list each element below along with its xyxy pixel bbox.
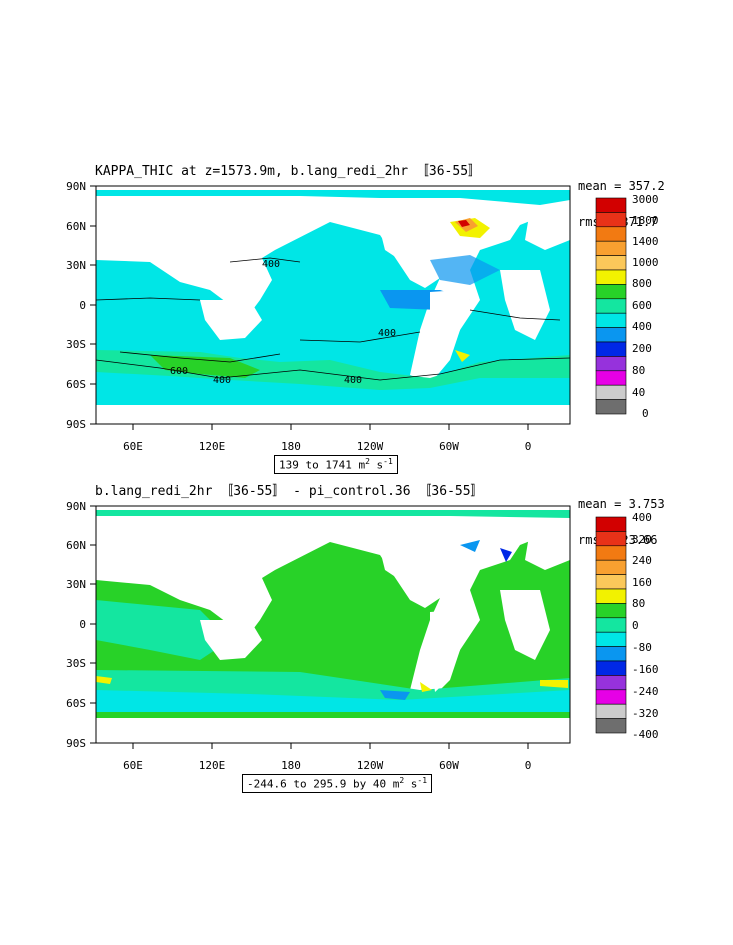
contour-label: 400 bbox=[213, 375, 231, 386]
colorbar-swatch bbox=[595, 559, 627, 575]
colorbar-swatch bbox=[595, 574, 627, 590]
lon-label: 60W bbox=[439, 759, 459, 772]
lat-label: 30S bbox=[66, 657, 86, 670]
colorbar-label: 320 bbox=[632, 533, 652, 546]
colorbar-label: 600 bbox=[632, 299, 652, 312]
lon-label: 120W bbox=[356, 440, 384, 453]
bottom-range-sup2: -1 bbox=[417, 776, 428, 785]
colorbar-label: -160 bbox=[632, 663, 659, 676]
top-continents bbox=[96, 196, 570, 424]
colorbar-swatch bbox=[595, 617, 627, 633]
colorbar-label: -80 bbox=[632, 641, 652, 654]
colorbar-swatch bbox=[595, 675, 627, 691]
colorbar-label: 3000 bbox=[632, 193, 659, 206]
colorbar-label: -240 bbox=[632, 685, 659, 698]
colorbar-label: 0 bbox=[632, 619, 639, 632]
bottom-rms: rms = 23.66 bbox=[578, 533, 658, 547]
bottom-range-label: -244.6 to 295.9 by 40 m2 s-1 bbox=[242, 774, 433, 793]
top-contours bbox=[95, 257, 571, 381]
top-map-title: KAPPA_THIC at z=1573.9m, b.lang_redi_2hr… bbox=[95, 164, 482, 179]
top-colorbar bbox=[595, 197, 627, 415]
colorbar-label: 800 bbox=[632, 277, 652, 290]
colorbar-label: 0 bbox=[642, 407, 649, 420]
lon-label: 60E bbox=[123, 440, 143, 453]
colorbar-label: 160 bbox=[632, 576, 652, 589]
top-range-tail: s bbox=[369, 458, 384, 472]
top-range-sup: 2 bbox=[365, 457, 370, 466]
bottom-ticks bbox=[90, 505, 529, 749]
colorbar-label: 80 bbox=[632, 364, 646, 377]
top-ocean-field bbox=[96, 190, 570, 405]
top-mean: mean = 357.2 bbox=[578, 179, 665, 193]
colorbar-label: -320 bbox=[632, 707, 659, 720]
lat-label: 0 bbox=[79, 299, 86, 312]
colorbar-label: 1800 bbox=[632, 214, 659, 227]
colorbar-label: 40 bbox=[632, 386, 646, 399]
colorbar-swatch bbox=[595, 516, 627, 532]
lat-label: 90S bbox=[66, 737, 86, 750]
top-range-sup2: -1 bbox=[383, 457, 393, 466]
colorbar-label: 80 bbox=[632, 597, 646, 610]
colorbar-swatch bbox=[595, 545, 627, 561]
colorbar-swatch bbox=[595, 588, 627, 604]
top-range-text: 139 to 1741 m bbox=[279, 458, 366, 472]
bottom-map-svg bbox=[90, 505, 571, 749]
bottom-map-stats: mean = 3.753 rms = 23.66 bbox=[578, 474, 665, 570]
colorbar-swatch bbox=[595, 399, 627, 415]
lat-label: 30N bbox=[66, 578, 86, 591]
bottom-mean: mean = 3.753 bbox=[578, 497, 665, 511]
lon-label: 60E bbox=[123, 759, 143, 772]
top-ticks bbox=[90, 185, 529, 430]
colorbar-swatch bbox=[595, 603, 627, 619]
lat-label: 60S bbox=[66, 378, 86, 391]
top-map-svg: 400 400 400 400 600 bbox=[90, 185, 571, 430]
contour-label: 600 bbox=[170, 366, 188, 377]
lat-label: 60N bbox=[66, 220, 86, 233]
lat-label: 30N bbox=[66, 259, 86, 272]
contour-label: 400 bbox=[262, 259, 280, 270]
contour-label: 400 bbox=[378, 328, 396, 339]
lon-label: 120E bbox=[198, 759, 226, 772]
lat-label: 30S bbox=[66, 338, 86, 351]
lat-label: 90S bbox=[66, 418, 86, 431]
lat-label: 0 bbox=[79, 618, 86, 631]
bottom-map-title: b.lang_redi_2hr 〚36-55〛 - pi_control.36 … bbox=[95, 484, 484, 499]
colorbar-label: 400 bbox=[632, 320, 652, 333]
lat-label: 60S bbox=[66, 697, 86, 710]
colorbar-label: 200 bbox=[632, 342, 652, 355]
colorbar-swatch bbox=[595, 718, 627, 734]
lat-label: 60N bbox=[66, 539, 86, 552]
colorbar-label: 240 bbox=[632, 554, 652, 567]
lon-label: 0 bbox=[524, 440, 532, 453]
bottom-colorbar bbox=[595, 516, 627, 734]
lon-label: 120W bbox=[356, 759, 384, 772]
colorbar-swatch bbox=[595, 703, 627, 719]
lon-label: 120E bbox=[198, 440, 226, 453]
lon-label: 180 bbox=[281, 440, 301, 453]
top-range-label: 139 to 1741 m2 s-1 bbox=[274, 455, 398, 474]
lon-label: 0 bbox=[524, 759, 532, 772]
lat-label: 90N bbox=[66, 180, 86, 193]
bottom-continents bbox=[96, 516, 570, 743]
colorbar-label: -400 bbox=[632, 728, 659, 741]
lon-label: 60W bbox=[439, 440, 459, 453]
colorbar-swatch bbox=[595, 646, 627, 662]
colorbar-label: 1000 bbox=[632, 256, 659, 269]
colorbar-swatch bbox=[595, 631, 627, 647]
bottom-range-sup: 2 bbox=[399, 776, 405, 785]
colorbar-label: 1400 bbox=[632, 235, 659, 248]
bottom-range-tail: s bbox=[404, 777, 418, 791]
colorbar-swatch bbox=[595, 531, 627, 547]
bottom-range-text: -244.6 to 295.9 by 40 m bbox=[247, 777, 400, 791]
colorbar-label: 400 bbox=[632, 511, 652, 524]
lon-label: 180 bbox=[281, 759, 301, 772]
colorbar-swatch bbox=[595, 689, 627, 705]
contour-label: 400 bbox=[344, 375, 362, 386]
bottom-ocean-field bbox=[96, 510, 570, 718]
lat-label: 90N bbox=[66, 500, 86, 513]
colorbar-swatch bbox=[595, 660, 627, 676]
